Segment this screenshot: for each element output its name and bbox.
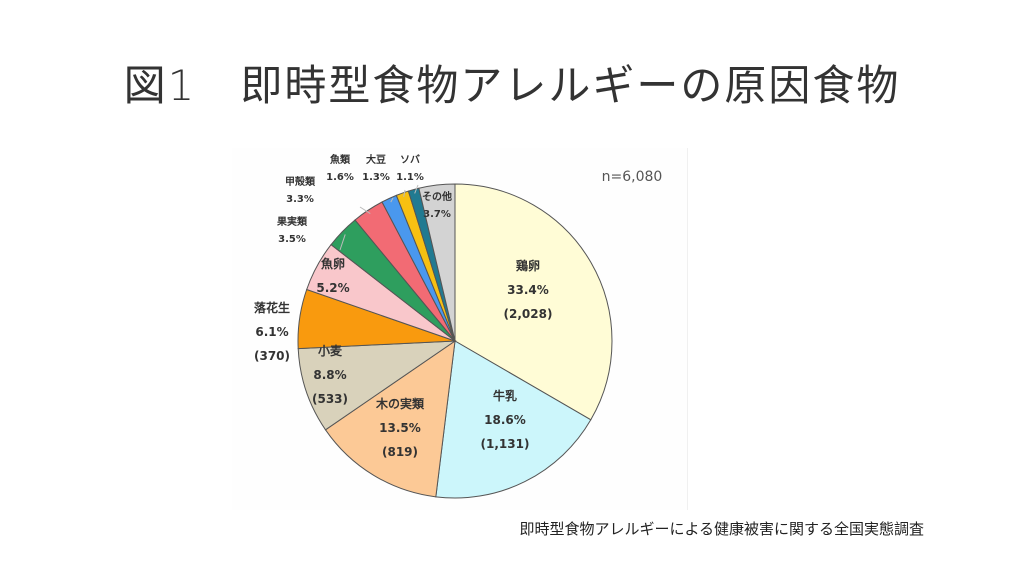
pie-slice-3: [297, 340, 457, 431]
slice-count-label-0: (2,028): [504, 307, 553, 321]
slice-percent-label-1: 18.6%: [484, 413, 526, 427]
pie-slice-0: [454, 183, 613, 421]
slice-label-6: 果実類: [276, 215, 308, 228]
page-title: 図1 即時型食物アレルギーの原因食物: [123, 61, 901, 110]
slice-percent-label-0: 33.4%: [507, 283, 549, 297]
slice-label-3: 小麦: [318, 343, 343, 358]
slice-percent-label-7: 3.3%: [286, 194, 314, 205]
leader-line-8: [390, 197, 394, 203]
slice-percent-label-8: 1.6%: [326, 172, 354, 183]
slice-percent-label-3: 8.8%: [313, 368, 346, 382]
slice-label-2: 木の実類: [375, 396, 425, 411]
slice-percent-label-10: 1.1%: [396, 172, 424, 183]
slice-count-label-3: (533): [312, 392, 348, 406]
slice-label-9: 大豆: [366, 153, 386, 166]
pie-slice-11: [418, 183, 456, 342]
slice-count-label-2: (819): [382, 445, 418, 459]
slice-percent-label-6: 3.5%: [278, 234, 306, 245]
slice-label-0: 鶏卵: [516, 258, 540, 273]
sample-size-annotation: n=6,080: [602, 169, 663, 185]
slice-percent-label-9: 1.3%: [362, 172, 390, 183]
leader-line-9: [403, 189, 406, 197]
source-caption: 即時型食物アレルギーによる健康被害に関する全国実態調査: [519, 520, 924, 538]
slice-label-8: 魚類: [330, 153, 351, 166]
leader-line-10: [414, 184, 419, 194]
slice-percent-label-11: 3.7%: [423, 209, 451, 220]
leader-line-7: [359, 206, 371, 215]
slice-label-1: 牛乳: [493, 388, 517, 403]
slice-label-10: ソバ: [400, 154, 420, 166]
slice-percent-label-4: 6.1%: [255, 325, 288, 339]
slice-count-label-4: (370): [254, 349, 290, 363]
slice-label-7: 甲殻類: [285, 175, 316, 188]
slice-percent-label-2: 13.5%: [379, 421, 421, 435]
slice-label-4: 落花生: [254, 300, 290, 315]
slice-label-5: 魚卵: [321, 256, 345, 271]
pie-slice-1: [435, 340, 592, 499]
slice-label-11: その他: [422, 190, 452, 203]
slice-percent-label-5: 5.2%: [316, 281, 349, 295]
leader-line-6: [339, 234, 346, 251]
slice-count-label-1: (1,131): [481, 437, 530, 451]
pie-slice-2: [324, 339, 456, 498]
